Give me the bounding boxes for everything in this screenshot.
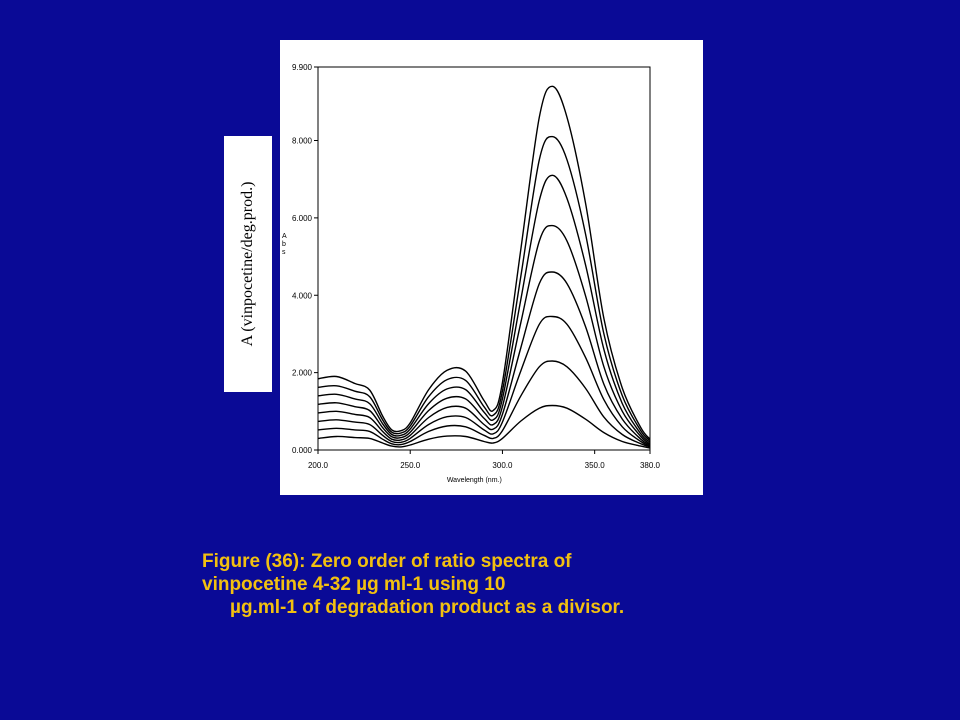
caption-line-2: vinpocetine 4-32 µg ml-1 using 10 (202, 574, 506, 595)
x-axis-title: Wavelength (nm.) (447, 477, 502, 484)
spectrum-curve (317, 85, 651, 440)
x-tick-label: 380.0 (640, 461, 661, 470)
spectrum-curve (317, 174, 651, 443)
spectrum-curve (317, 224, 651, 445)
y-tick-label: 9.900 (292, 63, 313, 72)
spectrum-curve (317, 404, 651, 449)
chart-panel: 0.000 2.000 4.000 6.000 8.000 9.900 200.0 250.0… (280, 40, 703, 495)
y-axis-label: A (vinpocetine/deg.prod.) (239, 181, 256, 347)
x-tick-label: 300.0 (492, 461, 513, 470)
plot-frame (317, 66, 651, 451)
caption-line-3: µg.ml-1 of degradation product as a divi… (230, 597, 625, 618)
spectrum-chart: 0.000 2.000 4.000 6.000 8.000 9.900 200.0 250.0… (282, 63, 661, 484)
x-tick-label: 200.0 (308, 461, 329, 470)
caption-line-1: Figure (36): Zero order of ratio spectra… (202, 551, 572, 572)
y-tick-label: 2.000 (292, 369, 313, 378)
x-tick-label: 250.0 (400, 461, 421, 470)
y-tick-label: 8.000 (292, 137, 313, 146)
x-tick-label: 350.0 (585, 461, 606, 470)
spectrum-curve (317, 271, 651, 446)
spectrum-curve (317, 360, 651, 448)
y-tick-label: 0.000 (292, 446, 313, 455)
y-tick-label: 4.000 (292, 291, 313, 300)
y-tick-label: 6.000 (292, 214, 313, 223)
figure-caption: Figure (36): Zero order of ratio spectra… (202, 550, 802, 619)
spectrum-curve (317, 315, 651, 447)
spectrum-curve (317, 135, 651, 442)
y-axis-label-box: A (vinpocetine/deg.prod.) (224, 136, 272, 392)
